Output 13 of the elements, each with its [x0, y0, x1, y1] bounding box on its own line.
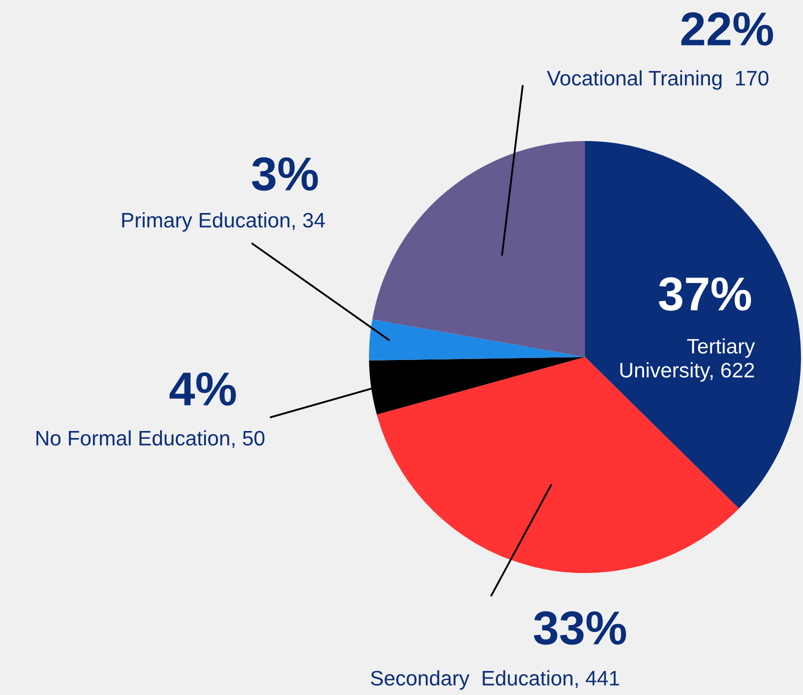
pie-slice — [372, 141, 585, 357]
slice-label: No Formal Education, 50 — [36, 430, 264, 448]
slice-label: Vocational Training 170 — [546, 70, 768, 90]
data-label: 4% — [170, 372, 236, 406]
slice-label: Secondary Education, 441 — [370, 670, 620, 690]
pie-slice — [585, 141, 801, 509]
data-label: 33% — [534, 611, 626, 645]
slice-label: Primary Education, 34 — [122, 212, 325, 232]
data-label: 37% — [658, 277, 752, 311]
slice-label: Tertiary University, 622 — [620, 338, 755, 382]
pie-slice — [369, 319, 585, 360]
data-label: 3% — [252, 157, 318, 191]
data-label: 22% — [681, 12, 774, 46]
